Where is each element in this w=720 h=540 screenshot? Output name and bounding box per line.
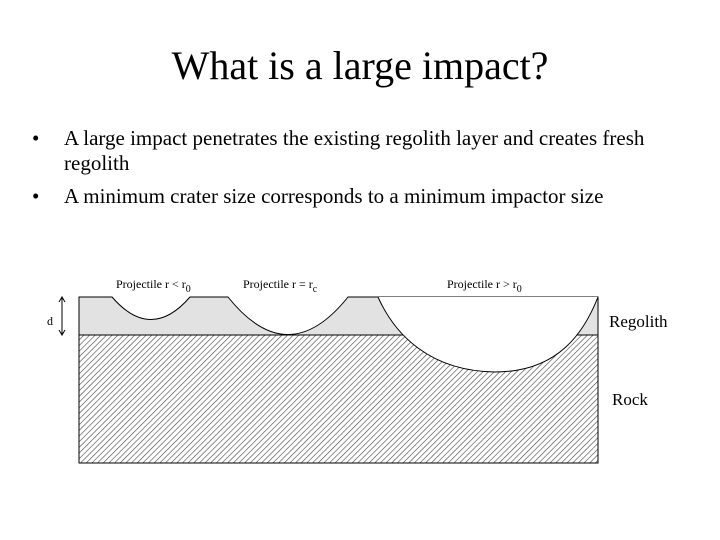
layer-label: Regolith [609, 312, 668, 331]
bullet: A minimum crater size corresponds to a m… [30, 184, 700, 209]
projectile-label: Projectile r < r0 [116, 277, 191, 295]
bullet: A large impact penetrates the existing r… [30, 126, 700, 176]
label-sub: c [313, 284, 318, 295]
large-crater [378, 297, 598, 372]
label-text: Projectile r = r [243, 277, 313, 291]
crater-outline [377, 296, 599, 373]
bullet-list: A large impact penetrates the existing r… [30, 126, 700, 217]
layer-label: Rock [612, 390, 648, 409]
label-sub: 0 [186, 284, 191, 295]
projectile-label: Projectile r > r0 [447, 277, 522, 295]
depth-label: d [47, 314, 53, 328]
slide-title: What is a large impact? [171, 43, 549, 88]
arrow-heads [58, 296, 66, 336]
projectile-label: Projectile r = rc [243, 277, 318, 295]
label-text: Projectile r > r [447, 277, 517, 291]
label-text: Projectile r < r [116, 277, 186, 291]
label-sub: 0 [517, 284, 522, 295]
